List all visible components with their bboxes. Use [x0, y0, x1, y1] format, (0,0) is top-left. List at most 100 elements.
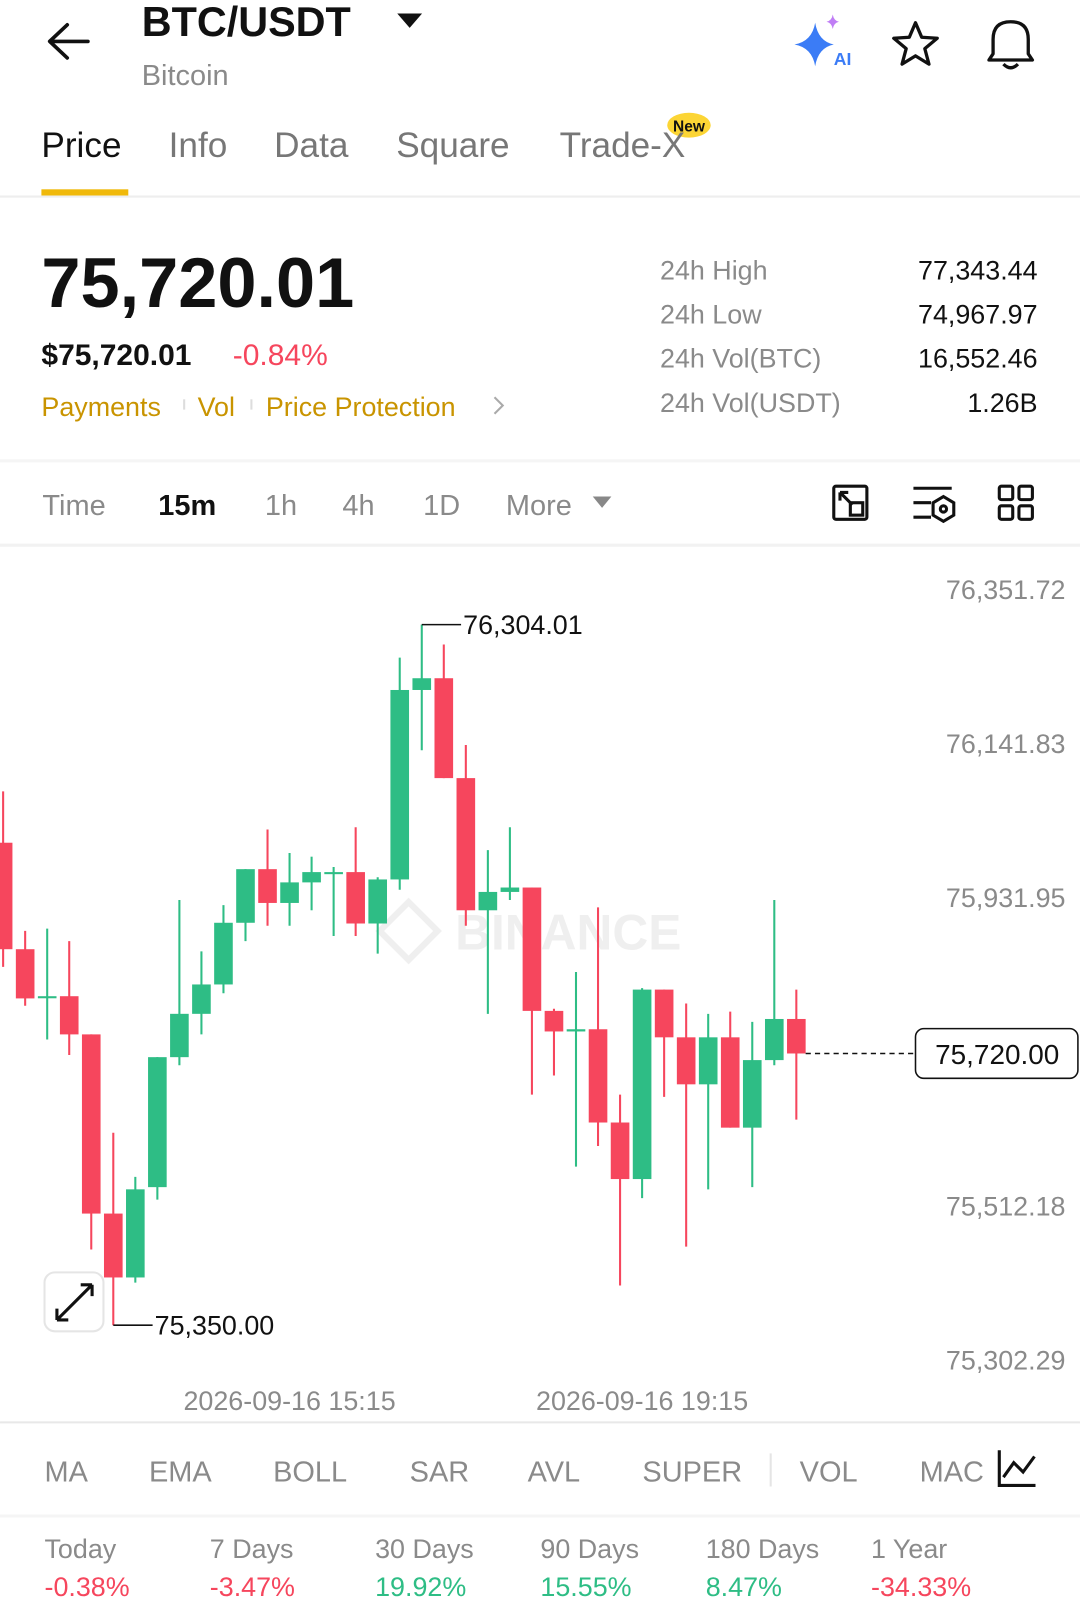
tab[interactable]: Data: [274, 126, 349, 165]
candle-body: [456, 778, 476, 911]
stat-label: 24h Vol(USDT): [660, 388, 841, 418]
y-tick-label: 76,141.83: [946, 729, 1066, 759]
alert-button[interactable]: [987, 20, 1035, 70]
candle-body: [37, 996, 57, 999]
candle-body: [588, 1029, 608, 1123]
expand-button[interactable]: [43, 1271, 105, 1333]
performance-value: 8.47%: [706, 1572, 782, 1602]
performance-label: 90 Days: [540, 1534, 639, 1564]
indicator[interactable]: EMA: [149, 1456, 212, 1488]
y-tick-label: 75,512.18: [946, 1191, 1066, 1221]
last-price-label: 75,720.00: [935, 1039, 1059, 1070]
candle-body: [720, 1037, 740, 1128]
candle-body: [654, 989, 674, 1038]
candle-body: [764, 1018, 784, 1061]
performance-label: 1 Year: [871, 1534, 947, 1564]
indicator[interactable]: MA: [45, 1456, 89, 1488]
tab[interactable]: Price: [41, 126, 121, 165]
interval[interactable]: 1h: [265, 490, 297, 522]
indicator-settings-bg: [987, 1443, 1080, 1500]
last-price-box: [914, 1027, 1079, 1080]
candle-body: [632, 989, 652, 1180]
performance-label: 30 Days: [375, 1534, 474, 1564]
candle-body: [170, 1013, 189, 1058]
indicator[interactable]: SAR: [410, 1456, 470, 1488]
indicator[interactable]: AVL: [528, 1456, 581, 1488]
indicator[interactable]: VOL: [800, 1456, 858, 1488]
interval[interactable]: 4h: [342, 490, 374, 522]
candle-body: [236, 869, 255, 923]
candle-body: [103, 1213, 123, 1278]
candle-body: [698, 1037, 718, 1085]
candle-body: [610, 1122, 630, 1180]
last-price: 75,720.01: [41, 243, 354, 322]
pair-subtitle: Bitcoin: [142, 60, 229, 92]
stat-label: 24h Vol(BTC): [660, 344, 821, 374]
candle-body: [126, 1189, 145, 1278]
candle-body: [258, 869, 277, 903]
indicator[interactable]: SUPER: [642, 1456, 742, 1488]
watermark-logo: [375, 897, 442, 965]
divider: [0, 1514, 1080, 1518]
performance-label: Today: [45, 1534, 117, 1564]
candle-body: [500, 887, 520, 892]
candle-body: [81, 1034, 101, 1214]
tab[interactable]: Info: [169, 126, 228, 165]
favorite-button[interactable]: [892, 21, 939, 66]
usd-price: $75,720.01: [41, 339, 191, 372]
performance-label: 7 Days: [210, 1534, 294, 1564]
interval[interactable]: 15m: [158, 490, 216, 522]
stat-value: 16,552.46: [918, 344, 1038, 374]
candle-body: [302, 872, 321, 883]
candle-body: [478, 891, 498, 911]
candle-body: [15, 949, 35, 999]
price-change: -0.84%: [233, 339, 328, 372]
link[interactable]: Vol: [198, 392, 235, 422]
chevron: [493, 396, 505, 415]
badge: [667, 112, 711, 138]
link[interactable]: Payments: [41, 392, 161, 422]
interval: Time: [42, 490, 105, 522]
stat-value: 77,343.44: [918, 255, 1038, 285]
chart-tool-icons[interactable]: [832, 484, 1034, 524]
performance-value: 19.92%: [375, 1572, 466, 1602]
candle-body: [390, 689, 410, 880]
candle-body: [214, 922, 233, 985]
performance-value: -3.47%: [210, 1572, 295, 1602]
x-tick-label: 2026-09-16 15:15: [183, 1386, 395, 1416]
candle-body: [742, 1060, 762, 1128]
active-tab-indicator: [41, 189, 129, 196]
more-dropdown[interactable]: [592, 496, 612, 508]
candle-body: [280, 882, 299, 903]
performance-value: 15.55%: [540, 1572, 631, 1602]
interval[interactable]: 1D: [423, 490, 460, 522]
interval[interactable]: More: [506, 490, 572, 522]
candle-body: [522, 887, 542, 1011]
svg-text:AI: AI: [834, 49, 852, 69]
watermark: BINANCE: [455, 905, 681, 961]
tab[interactable]: Square: [396, 126, 509, 165]
pair-dropdown[interactable]: [397, 13, 423, 28]
candle-body: [566, 1029, 586, 1032]
min-label: 75,350.00: [155, 1311, 275, 1341]
indicator[interactable]: MAC: [920, 1456, 984, 1488]
stat-label: 24h Low: [660, 299, 762, 329]
indicator-settings[interactable]: [997, 1450, 1036, 1488]
badge-text: New: [673, 118, 706, 135]
link[interactable]: Price Protection: [266, 392, 456, 422]
tab[interactable]: Trade-X: [560, 126, 686, 165]
performance-value: -34.33%: [871, 1572, 971, 1602]
candle-body: [544, 1010, 564, 1032]
candle-body: [324, 872, 343, 875]
pair-title: BTC/USDT: [142, 0, 351, 45]
divider: [0, 459, 1080, 463]
candle-body: [368, 879, 388, 924]
ai-button[interactable]: AI: [794, 14, 851, 69]
stat-value: 1.26B: [967, 388, 1037, 418]
candle-body: [192, 984, 211, 1014]
stat-value: 74,967.97: [918, 299, 1038, 329]
indicator[interactable]: BOLL: [273, 1456, 347, 1488]
back-button[interactable]: [47, 23, 90, 60]
